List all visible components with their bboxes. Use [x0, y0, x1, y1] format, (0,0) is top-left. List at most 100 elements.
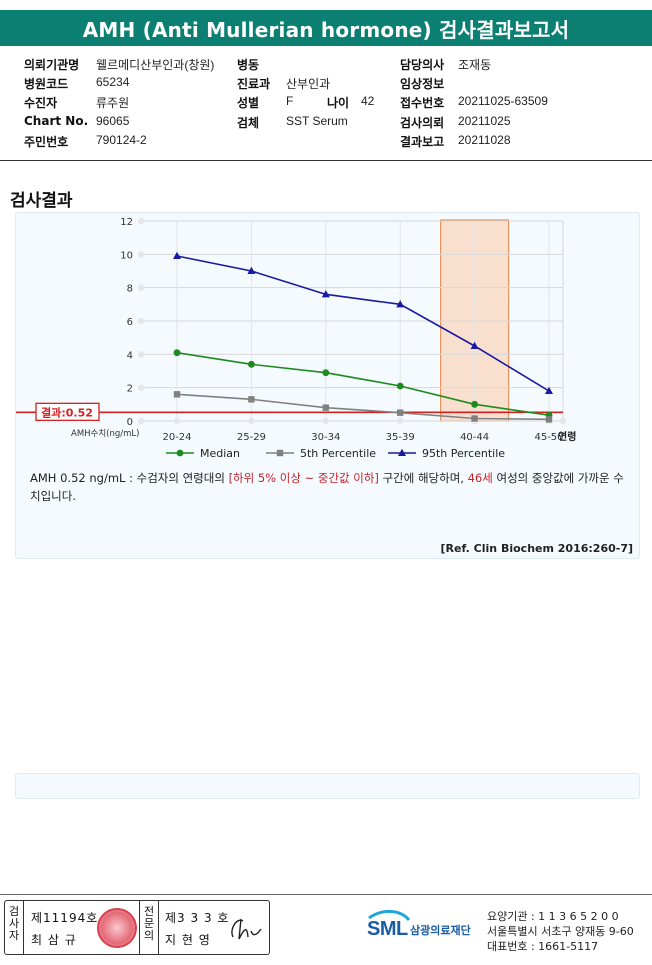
y-tick-label: 10 — [120, 250, 133, 261]
y-axis-caption: AMH수치(ng/mL) — [71, 429, 139, 439]
divider — [139, 901, 140, 954]
x-tick-label: 30-34 — [311, 432, 340, 443]
specialist-name: 지 현 영 — [165, 933, 211, 947]
result-panel: 0 2 4 6 8 10 12 20-24 25-29 30-34 35-39 40-44 45-50 연… — [15, 212, 640, 559]
data-point — [248, 360, 255, 368]
x-axis-suffix: 연령 — [558, 430, 576, 443]
info-label: 수진자 — [24, 96, 58, 110]
divider — [158, 901, 159, 954]
legend-marker — [276, 449, 284, 457]
grid-dot — [559, 417, 567, 425]
lab-logo-text: SML — [367, 918, 408, 940]
legend-label: 95th Percentile — [422, 447, 505, 460]
divider — [23, 901, 24, 954]
info-label: 검사의뢰 — [400, 116, 445, 130]
info-value: 조재동 — [458, 58, 492, 72]
y-tick-label: 2 — [127, 384, 133, 395]
description-text: AMH 0.52 ng/mL : 수검자의 연령대의 — [30, 471, 229, 485]
data-point — [397, 409, 404, 416]
info-label: 결과보고 — [400, 135, 445, 149]
grid-dot — [137, 384, 145, 391]
y-tick-label: 12 — [120, 217, 133, 228]
x-tick-label: 45-50 — [534, 432, 563, 443]
examiner-name: 최 삼 규 — [31, 933, 77, 947]
info-label: Chart No. — [24, 114, 89, 128]
info-value: 류주원 — [96, 96, 130, 110]
info-value: SST Serum — [286, 114, 348, 128]
sml-logo-icon — [368, 910, 411, 922]
info-label: 검체 — [237, 116, 260, 130]
info-value: 20211025 — [458, 114, 511, 128]
info-label: 담당의사 — [400, 58, 445, 72]
description-age: 46세 — [467, 471, 493, 485]
info-label: 접수번호 — [400, 96, 445, 110]
data-point — [471, 400, 478, 408]
signature-scribble — [231, 918, 262, 940]
y-tick-label: 6 — [127, 317, 133, 328]
grid-dot — [397, 417, 404, 425]
data-point — [247, 266, 256, 274]
seal-stamp — [97, 908, 137, 948]
specialist-label: 전문의 — [143, 905, 155, 942]
description-text: 구간에 해당하며, — [378, 471, 468, 485]
result-label: 결과:0.52 — [41, 405, 93, 419]
data-point — [322, 369, 330, 377]
legend-marker — [176, 449, 184, 457]
x-tick-label: 20-24 — [162, 432, 191, 443]
data-point — [322, 404, 329, 411]
description-text: 여성의 중앙값에 가까운 수치입니다. — [30, 471, 624, 503]
grid-dot — [248, 417, 255, 425]
result-description: AMH 0.52 ng/mL : 수검자의 연령대의 [하위 5% 이상 ~ 중… — [30, 469, 630, 505]
data-point — [173, 251, 181, 259]
data-point — [470, 341, 479, 349]
examiner-license: 제11194호 — [31, 911, 99, 925]
info-value: 65234 — [96, 75, 130, 89]
specialist-license: 제3 3 3 호 — [165, 911, 230, 925]
section-title: 검사결과 — [10, 191, 73, 211]
info-value: 웰르메디산부인과(창원) — [96, 58, 215, 72]
grid-dot — [137, 284, 145, 291]
info-value: 20211025-63509 — [458, 94, 548, 108]
footer-divider — [0, 894, 652, 895]
x-tick-label: 40-44 — [460, 432, 489, 443]
data-point — [545, 386, 553, 394]
legend-label: 5th Percentile — [300, 447, 376, 460]
header-divider — [0, 160, 652, 161]
data-point — [545, 416, 553, 423]
age-value: 42 — [361, 94, 375, 108]
data-point — [173, 349, 181, 357]
info-label: 성별 — [237, 96, 260, 110]
grid-dot — [137, 317, 145, 325]
age-label: 나이 — [327, 96, 350, 110]
empty-panel — [15, 773, 640, 799]
grid-dot — [137, 351, 145, 358]
data-point — [396, 300, 405, 308]
info-label: 임상정보 — [400, 77, 445, 91]
series-line — [176, 351, 550, 416]
info-value: 790124-2 — [96, 133, 147, 147]
info-label: 주민번호 — [24, 135, 69, 149]
series-line — [176, 255, 550, 392]
reference-citation: [Ref. Clin Biochem 2016:260-7] — [440, 542, 633, 555]
info-label: 진료과 — [237, 77, 271, 91]
grid-dot — [322, 417, 329, 425]
description-range: [하위 5% 이상 ~ 중간값 이하] — [228, 471, 379, 485]
result-box — [35, 402, 100, 421]
info-value: 산부인과 — [286, 77, 331, 91]
data-point — [396, 382, 404, 390]
patient-info: 의뢰기관명 웰르메디산부인과(창원) 병원코드 65234 수진자 류주원 Ch… — [0, 56, 652, 151]
data-point — [471, 415, 478, 422]
info-label: 병동 — [237, 58, 260, 72]
legend-marker — [398, 448, 406, 456]
y-tick-label: 4 — [127, 350, 133, 361]
signature-box: 검사자 제11194호 최 삼 규 전문의 제3 3 3 호 지 현 영 — [4, 900, 270, 955]
y-tick-label: 8 — [127, 284, 133, 295]
data-point — [248, 396, 255, 403]
grid-dot — [173, 417, 181, 425]
examiner-label: 검사자 — [8, 905, 20, 942]
legend-label: Median — [200, 447, 240, 460]
info-value: 20211028 — [458, 133, 511, 147]
grid-dot — [137, 251, 145, 258]
lab-phone: 대표번호 : 1661-5117 — [487, 940, 599, 953]
lab-name: 삼광의료재단 — [410, 924, 471, 937]
